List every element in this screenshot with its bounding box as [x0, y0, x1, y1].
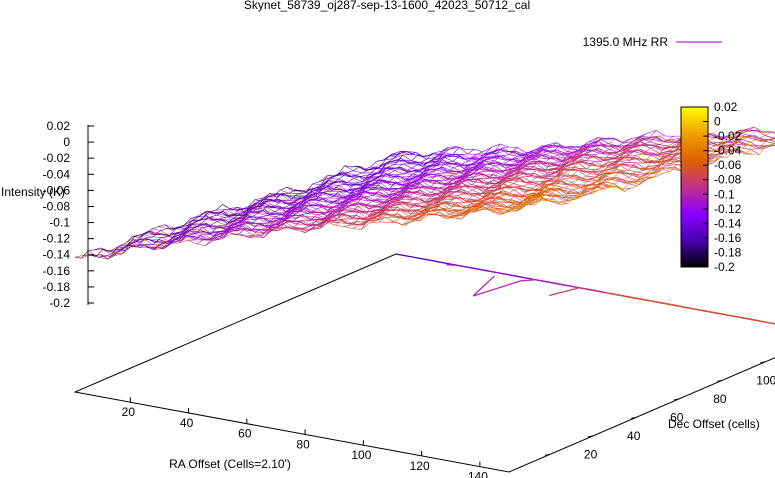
surface-col-line [222, 146, 544, 240]
colorbar-tick-label: -0.02 [714, 129, 742, 143]
z-tick-label: -0.04 [43, 167, 71, 181]
x-tick-label: 80 [296, 437, 310, 451]
surface-col-line [205, 148, 527, 246]
y-tick-label: 40 [627, 429, 641, 443]
base-frame [73, 253, 775, 473]
y-tick-mark [544, 453, 551, 456]
contour-line [446, 264, 775, 325]
colorbar-tick-label: -0.14 [714, 216, 742, 230]
surface-col-line [378, 129, 701, 223]
colorbar-tick-label: -0.1 [714, 187, 735, 201]
z-tick-label: -0.12 [43, 232, 71, 246]
surface-row-line [113, 195, 548, 253]
legend: 1395.0 MHz RR [583, 35, 722, 49]
x-tick-label: 20 [122, 405, 136, 419]
surface-col-line [300, 138, 622, 232]
z-tick-label: -0.1 [49, 216, 70, 230]
colorbar-tick-label: -0.08 [714, 173, 742, 187]
z-axis-label: Intensity (K) [1, 185, 65, 199]
base-box [73, 125, 775, 473]
surface-col-line [257, 145, 579, 238]
y-tick-label: 100 [756, 373, 775, 387]
z-tick-label: -0.16 [43, 264, 71, 278]
colorbar-tick-label: 0 [714, 115, 721, 129]
surface-col-line [474, 139, 775, 212]
surface-col-line [92, 150, 414, 258]
contour-line [549, 287, 775, 325]
y-tick-label: 80 [713, 392, 727, 406]
surface-col-line [396, 130, 718, 226]
surface-col-line [344, 135, 666, 227]
surface-col-line [291, 137, 614, 234]
x-tick-label: 100 [351, 448, 371, 462]
x-tick-label: 140 [468, 470, 488, 478]
z-tick-label: 0 [63, 135, 70, 149]
surface-row-line [74, 206, 510, 258]
chart-title: Skynet_58739_oj287-sep-13-1600_42023_507… [244, 0, 530, 12]
z-tick-label: -0.14 [43, 248, 71, 262]
colorbar-tick-label: -0.12 [714, 202, 742, 216]
surface-col-line [508, 142, 775, 212]
colorbar-tick-label: -0.04 [714, 144, 742, 158]
surface-col-line [127, 147, 449, 248]
surface-col-line [352, 135, 674, 229]
x-axis: 20 40 60 80 100 120 140 [122, 397, 488, 478]
y-tick-label: 60 [670, 410, 684, 424]
contour-line [472, 275, 775, 325]
y-axis-label: Dec Offset (cells) [668, 417, 760, 431]
colorbar-tick-label: -0.18 [714, 245, 742, 259]
x-tick-label: 120 [410, 459, 430, 473]
colorbar-tick-label: -0.2 [714, 260, 735, 274]
surface-mesh [74, 126, 775, 260]
y-tick-mark [717, 379, 723, 382]
x-tick-label: 40 [180, 416, 194, 430]
surface-row-line [94, 203, 529, 255]
x-tick-label: 60 [238, 427, 252, 441]
surface-col-line [404, 133, 726, 226]
surface-col-line [135, 146, 457, 250]
surface-col-line [317, 136, 640, 228]
contour-lines [395, 253, 775, 325]
surface-col-line [187, 146, 509, 241]
surface-col-line [231, 145, 553, 236]
colorbar: 0.020-0.02-0.04-0.06-0.08-0.1-0.12-0.14-… [680, 100, 742, 274]
z-tick-label: 0.02 [47, 119, 71, 133]
colorbar-swatch [680, 106, 709, 268]
z-tick-label: -0.2 [49, 296, 70, 310]
surface-col-line [448, 129, 770, 220]
y-tick-mark [674, 398, 680, 401]
z-tick-label: -0.02 [43, 151, 71, 165]
surface-col-line [500, 145, 775, 215]
surface-col-line [361, 135, 683, 230]
y-tick-label: 20 [584, 447, 598, 461]
surface-col-line [265, 144, 588, 234]
surface-col-line [239, 144, 561, 237]
z-tick-label: -0.08 [43, 199, 71, 213]
z-tick-label: -0.06 [43, 183, 71, 197]
y-tick-mark [587, 435, 594, 438]
x-axis-label: RA Offset (Cells=2.10') [169, 457, 291, 471]
y-tick-mark [631, 416, 637, 419]
colorbar-tick-label: -0.06 [714, 158, 742, 172]
y-tick-mark [760, 361, 766, 364]
legend-label: 1395.0 MHz RR [583, 35, 669, 49]
surface-col-line [283, 137, 605, 231]
surface-col-line [465, 135, 775, 212]
surface-col-line [248, 142, 570, 239]
z-tick-label: -0.18 [43, 280, 71, 294]
surface-col-line [74, 155, 397, 259]
z-axis: 0.02 0 -0.02 -0.04 -0.06 -0.08 -0.1 -0.12 -0.14 -… [43, 119, 94, 310]
surface-col-line [335, 130, 657, 226]
colorbar-tick-label: 0.02 [714, 100, 738, 114]
contour-line [605, 292, 775, 325]
colorbar-tick-label: -0.16 [714, 231, 742, 245]
